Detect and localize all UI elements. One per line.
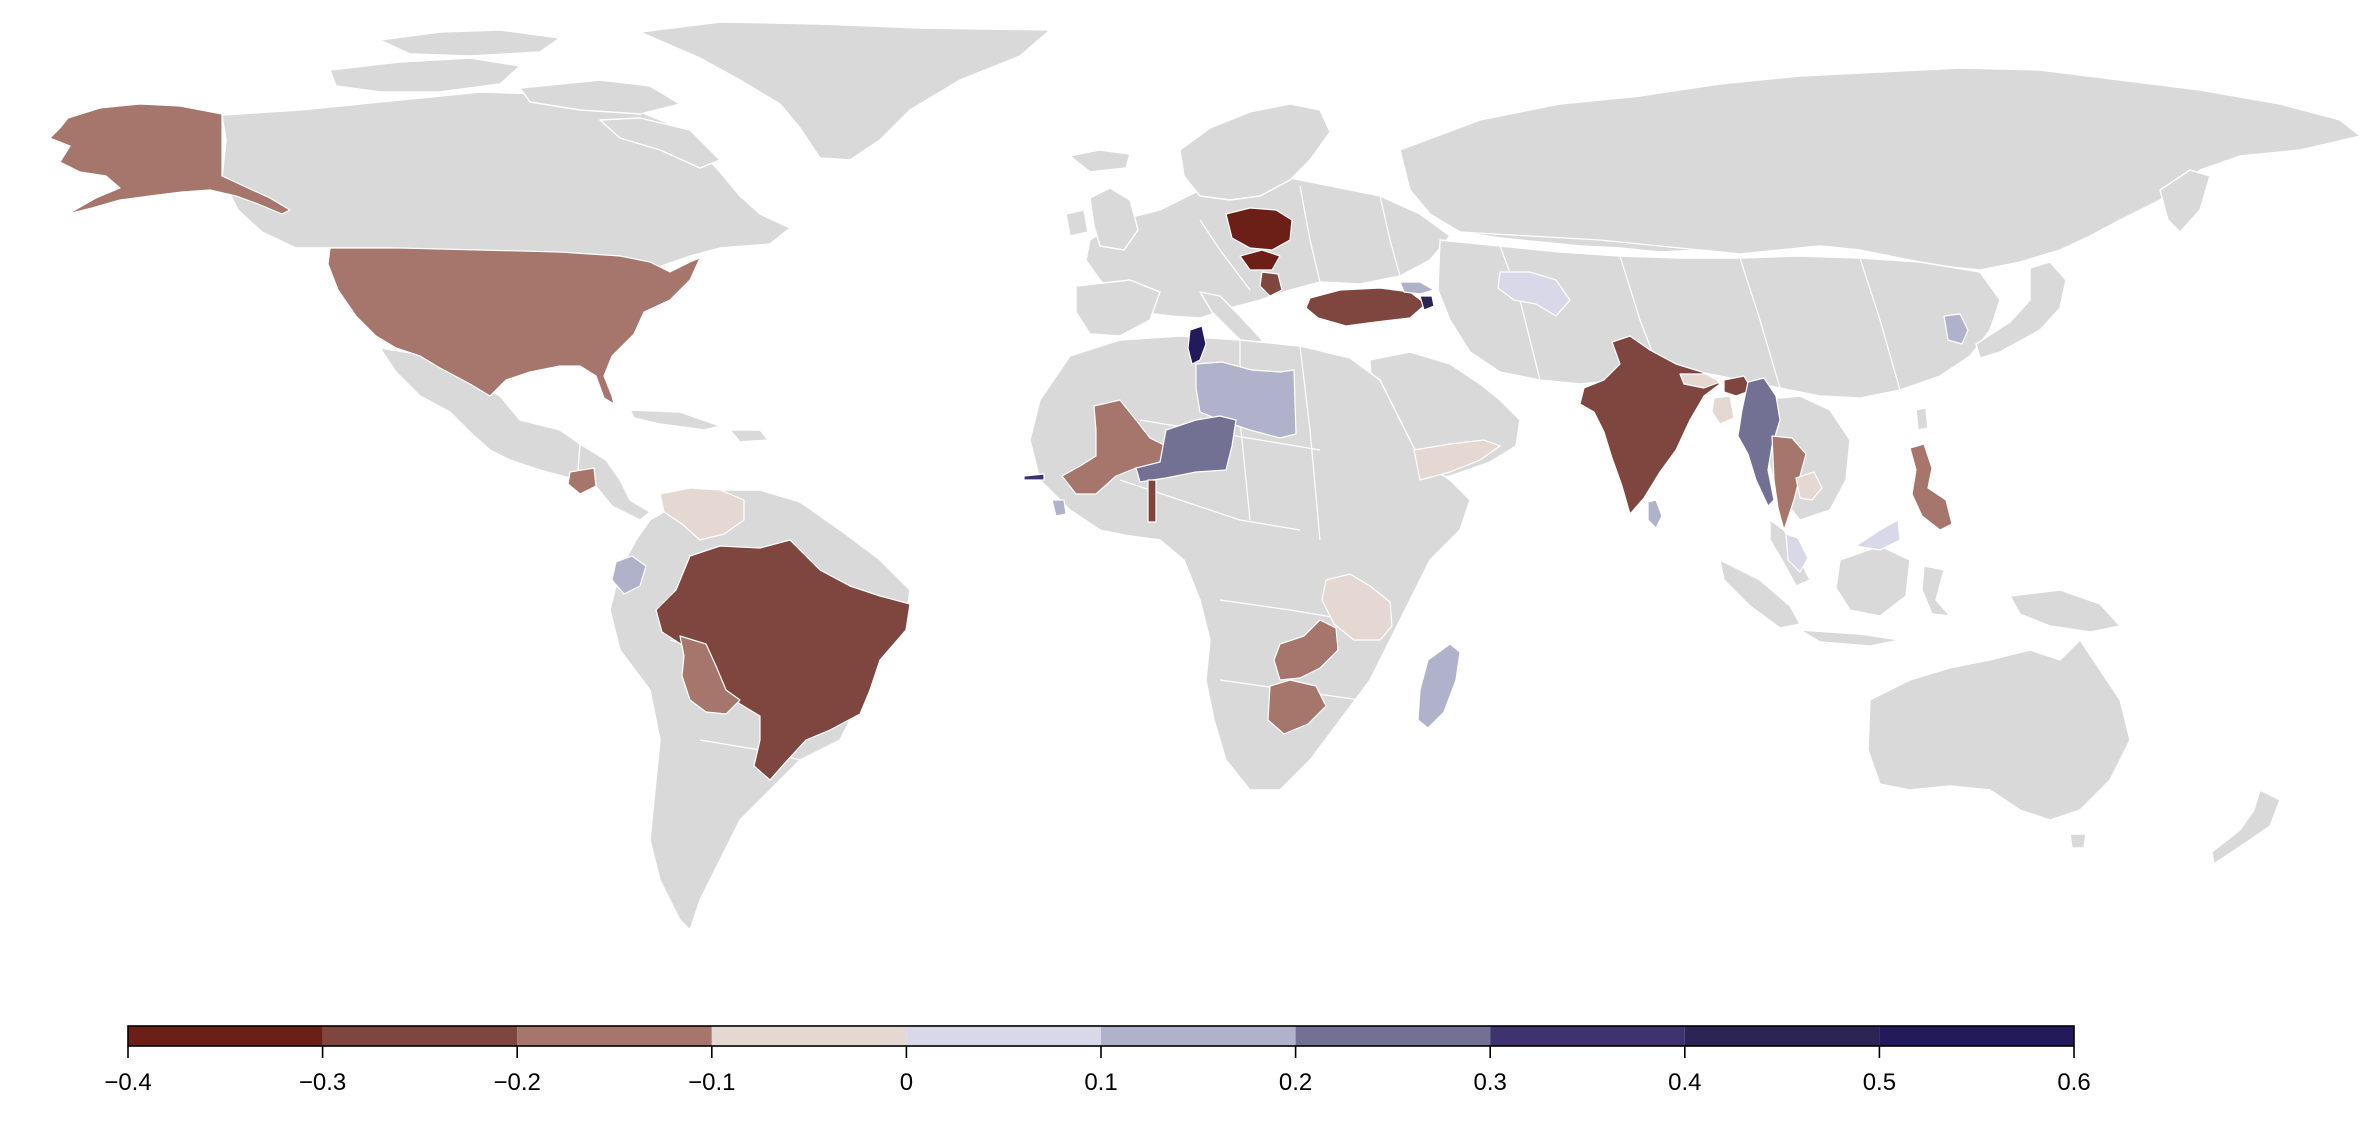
region-madagascar [1417,643,1461,729]
region-alaska [49,103,291,215]
land-iceland [1069,149,1131,173]
region-yemen [1413,439,1501,481]
colorbar-swatch [1684,1026,1880,1046]
land-russia [1399,67,2361,271]
colorbar-swatch [1295,1026,1491,1046]
region-liberia [1051,499,1067,517]
colorbar-swatch [128,1026,323,1046]
region-thailand [1771,435,1807,531]
colorbar-tick-labels: −0.4 −0.3 −0.2 −0.1 0 0.1 0.2 0.3 0.4 0.5 0.6 [104,1069,2090,1096]
region-poland [1225,207,1293,251]
land-arctic-islands-1 [329,57,521,93]
region-zimbabwe [1267,679,1327,735]
region-turkey [1305,287,1427,327]
region-tunisia [1187,325,1207,365]
colorbar-swatch [517,1026,712,1046]
region-nepal [1679,373,1721,389]
region-serbia [1259,271,1283,297]
land-arctic-islands-2 [519,79,681,115]
colorbar-tick-label: 0 [900,1069,913,1096]
colorbar-tick-label: 0.5 [1863,1069,1896,1096]
region-south-korea [1943,313,1969,345]
land-ireland [1065,209,1089,237]
land-cuba [629,409,721,431]
colorbar-tick-label: −0.3 [299,1069,346,1096]
colorbar-swatch [1879,1026,2074,1046]
region-gambia [1023,473,1045,481]
land-kamchatka [2159,169,2211,233]
land-sumatra [1719,559,1801,629]
colorbar-swatch [1490,1026,1685,1046]
colorbar-swatch [322,1026,518,1046]
region-malaysia [1785,519,1901,573]
region-united-states [327,247,701,405]
land-tasmania [2069,833,2087,849]
region-uzbekistan [1497,271,1571,317]
region-zambia [1273,619,1339,681]
land-java [1799,629,1901,647]
colorbar-tick-label: 0.2 [1279,1069,1312,1096]
land-britain [1089,187,1139,251]
region-sri-lanka [1647,499,1663,529]
colorbar-swatch [906,1026,1101,1046]
land-new-guinea [2009,589,2121,633]
colorbar-tick-label: −0.4 [104,1069,151,1096]
region-philippines [1909,443,1953,531]
region-cambodia [1795,471,1823,501]
region-bangladesh [1711,395,1735,425]
land-baffin [599,117,721,169]
colorbar-tick-label: −0.2 [494,1069,541,1096]
colorbar-swatch [711,1026,907,1046]
land-scandinavia [1179,103,1331,201]
region-georgia [1399,281,1435,295]
region-honduras [567,467,597,495]
colorbar-tick-label: 0.1 [1084,1069,1117,1096]
land-japan [1975,261,2067,359]
land-new-zealand [2211,789,2281,865]
land-hispaniola [729,429,769,443]
land-iberia [1075,279,1161,337]
land-greenland [639,21,1051,161]
region-hungary [1239,249,1281,271]
land-arctic-islands-3 [379,29,561,57]
highlight-layer [49,103,1969,781]
region-bhutan [1723,375,1753,397]
land-taiwan [1915,407,1929,431]
colorbar-tick-label: 0.6 [2057,1069,2090,1096]
colorbar-swatch [1101,1026,1296,1046]
region-bolivia [679,635,741,715]
region-ecuador [611,555,647,595]
region-venezuela [659,487,745,541]
colorbar-ticks [127,1046,2075,1058]
region-myanmar [1737,377,1781,507]
region-mali [1061,399,1167,495]
land-australia [1867,639,2131,821]
colorbar-tick-label: −0.1 [688,1069,735,1096]
colorbar-swatches [128,1026,2074,1046]
colorbar-tick-label: 0.3 [1474,1069,1507,1096]
region-niger [1135,415,1237,483]
colorbar-tick-label: 0.4 [1668,1069,1701,1096]
land-borneo [1835,545,1911,617]
region-armenia [1419,295,1435,311]
region-tanzania [1321,573,1393,641]
region-togo [1147,479,1157,523]
land-sulawesi [1921,565,1951,617]
